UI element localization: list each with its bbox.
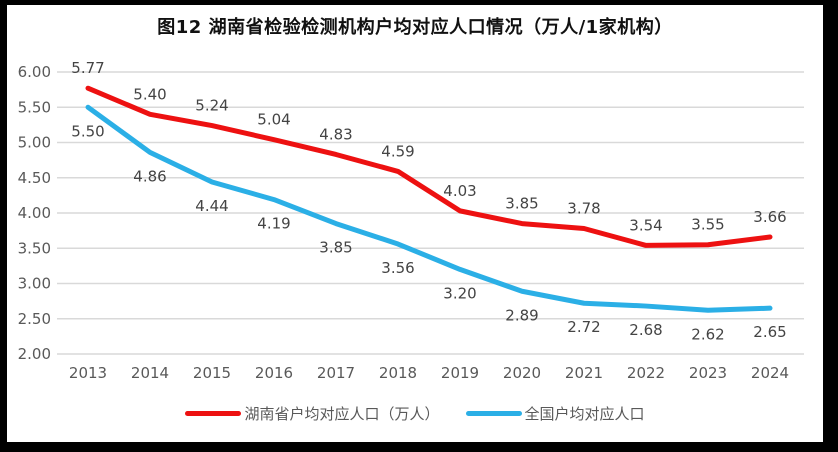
x-axis-tick-label: 2019 xyxy=(441,364,479,382)
data-label: 2.72 xyxy=(567,318,600,336)
national-series-label: 全国户均对应人口 xyxy=(524,405,645,423)
y-axis-tick-label: 2.00 xyxy=(18,345,51,363)
y-axis-tick-label: 5.00 xyxy=(18,134,51,152)
x-axis-tick-label: 2021 xyxy=(565,364,603,382)
y-axis-tick-label: 3.50 xyxy=(18,239,51,257)
y-axis-tick-label: 2.50 xyxy=(18,310,51,328)
chart-title: 图12 湖南省检验检测机构户均对应人口情况（万人/1家机构） xyxy=(157,17,673,38)
data-label: 5.04 xyxy=(257,111,290,129)
data-label: 3.54 xyxy=(629,216,662,234)
x-axis-tick-label: 2016 xyxy=(255,364,293,382)
data-label: 4.83 xyxy=(319,125,352,143)
data-label: 3.78 xyxy=(567,200,600,218)
y-axis-tick-label: 4.00 xyxy=(18,204,51,222)
series-line xyxy=(85,104,773,313)
y-axis-tick-label: 6.00 xyxy=(18,63,51,81)
data-label: 2.89 xyxy=(505,306,538,324)
x-axis-tick-label: 2017 xyxy=(317,364,355,382)
data-label: 4.44 xyxy=(195,197,228,215)
x-axis-tick-label: 2014 xyxy=(131,364,169,382)
hunan-series-label: 湖南省户均对应人口（万人） xyxy=(244,405,440,423)
data-label: 5.24 xyxy=(195,97,228,115)
hunan-series-swatch xyxy=(185,411,242,416)
y-axis-tick-label: 4.50 xyxy=(18,169,51,187)
legend: 湖南省户均对应人口（万人） 全国户均对应人口 xyxy=(7,403,823,424)
data-label: 4.19 xyxy=(257,215,290,233)
data-label: 3.85 xyxy=(505,195,538,213)
x-axis-tick-label: 2020 xyxy=(503,364,541,382)
data-label: 4.03 xyxy=(443,182,476,200)
data-label: 5.40 xyxy=(133,85,166,103)
series-line xyxy=(85,85,773,248)
y-axis-tick-label: 5.50 xyxy=(18,98,51,116)
data-label: 2.68 xyxy=(629,321,662,339)
data-label: 5.50 xyxy=(71,122,104,140)
x-axis-tick-label: 2018 xyxy=(379,364,417,382)
x-axis-tick-label: 2022 xyxy=(627,364,665,382)
x-axis-tick-label: 2023 xyxy=(689,364,727,382)
data-label: 3.56 xyxy=(381,259,414,277)
data-label: 2.65 xyxy=(753,323,786,341)
data-label: 5.77 xyxy=(71,59,104,77)
national-series-swatch xyxy=(465,411,522,416)
x-axis-tick-label: 2015 xyxy=(193,364,231,382)
data-label: 3.20 xyxy=(443,284,476,302)
legend-item-hunan: 湖南省户均对应人口（万人） xyxy=(185,403,440,424)
x-axis-tick-label: 2024 xyxy=(751,364,789,382)
data-label: 4.59 xyxy=(381,142,414,160)
data-label: 3.66 xyxy=(753,208,786,226)
line-chart: 6.00 5.50 5.00 4.50 4.00 3.50 3.00 2.50 2.00 2013… xyxy=(18,59,804,382)
data-label: 3.85 xyxy=(319,239,352,257)
data-label: 2.62 xyxy=(691,325,724,343)
data-label: 4.86 xyxy=(133,167,166,185)
chart-frame: 图12 湖南省检验检测机构户均对应人口情况（万人/1家机构） 6.00 5.50 5… xyxy=(7,5,823,442)
legend-item-national: 全国户均对应人口 xyxy=(465,403,645,424)
data-label: 3.55 xyxy=(691,216,724,234)
y-axis-tick-label: 3.00 xyxy=(18,275,51,293)
x-axis-tick-label: 2013 xyxy=(69,364,107,382)
